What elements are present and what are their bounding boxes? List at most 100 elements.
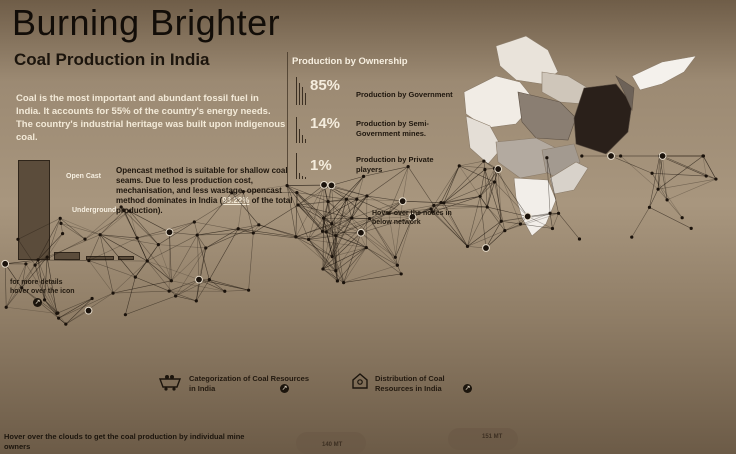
network-node[interactable] [4,305,8,309]
network-node[interactable] [399,272,403,276]
network-node[interactable] [128,209,132,213]
network-node[interactable] [518,222,523,226]
network-node[interactable] [119,205,123,209]
network-node[interactable] [665,198,669,202]
network-node[interactable] [169,279,173,283]
bar-other-small[interactable] [118,256,134,260]
network-node[interactable] [98,233,102,237]
network-node[interactable] [357,228,365,237]
network-node[interactable] [36,258,40,262]
network-node[interactable] [247,288,251,292]
network-node[interactable] [457,164,461,168]
network-node[interactable] [223,289,227,293]
cloud-government[interactable] [296,432,366,454]
network-node[interactable] [58,216,62,220]
network-node[interactable] [55,311,59,316]
network-node[interactable] [285,184,289,188]
network-node[interactable] [607,152,615,160]
network-node[interactable] [701,154,705,158]
network-node[interactable] [84,306,93,315]
network-node[interactable] [165,228,174,237]
network-node[interactable] [330,222,334,226]
network-node[interactable] [90,296,94,301]
network-node[interactable] [20,286,24,290]
network-node[interactable] [350,216,354,220]
network-node[interactable] [321,216,326,220]
network-node[interactable] [342,280,346,285]
network-node[interactable] [45,255,49,259]
network-node[interactable] [230,191,234,195]
network-node[interactable] [482,159,486,163]
network-node[interactable] [485,205,489,209]
network-node[interactable] [320,229,325,233]
network-node[interactable] [680,216,684,220]
network-node[interactable] [204,246,208,250]
network-node[interactable] [689,226,693,230]
network-node[interactable] [556,211,561,215]
network-node[interactable] [503,229,507,233]
network-node[interactable] [494,165,503,173]
network-node[interactable] [236,227,240,231]
network-node[interactable] [393,255,397,259]
network-node[interactable] [344,197,349,201]
network-node[interactable] [580,154,584,158]
network-node[interactable] [656,187,660,191]
network-node[interactable] [330,255,334,259]
network-node[interactable] [355,197,359,201]
ownership-row-government[interactable]: 85% Production by Government [296,77,456,107]
network-node[interactable] [406,165,410,169]
network-node[interactable] [550,226,555,231]
network-node[interactable] [24,262,28,266]
network-node[interactable] [499,219,503,223]
network-node[interactable] [327,181,336,190]
network-node[interactable] [33,263,37,267]
network-node[interactable] [478,194,482,198]
network-node[interactable] [122,208,126,213]
network-node[interactable] [465,244,470,248]
network-node[interactable] [295,191,299,195]
network-node[interactable] [432,203,436,207]
network-node[interactable] [133,275,137,279]
network-node[interactable] [335,279,339,283]
network-node[interactable] [439,200,443,205]
network-node[interactable] [145,259,149,263]
network-node[interactable] [294,235,298,239]
network-node[interactable] [387,211,391,215]
network-node[interactable] [482,244,490,252]
network-node[interactable] [195,275,203,284]
network-node[interactable] [647,205,652,209]
network-node[interactable] [195,233,199,237]
network-node[interactable] [442,201,446,205]
network-node[interactable] [320,180,328,189]
network-node[interactable] [619,154,623,158]
network-node[interactable] [257,223,261,227]
network-node[interactable] [577,237,582,241]
network-node[interactable] [429,207,433,211]
distribution-link[interactable]: Distribution of Coal Resources in India [375,374,445,393]
network-node[interactable] [241,190,245,194]
network-node[interactable] [324,230,328,234]
network-node[interactable] [321,267,325,271]
network-node[interactable] [296,203,300,207]
details-arrow-icon[interactable]: ↗ [33,298,42,307]
network-node[interactable] [483,167,487,172]
bar-open-cast[interactable] [18,160,50,260]
network-node[interactable] [64,322,68,326]
network-node[interactable] [650,171,654,175]
categorization-link[interactable]: Categorization of Coal Resources in Indi… [189,374,310,393]
distribution-arrow-icon[interactable]: ↗ [463,384,472,393]
network-node[interactable] [207,278,211,282]
coal-network[interactable] [0,150,736,380]
network-node[interactable] [111,291,115,295]
network-node[interactable] [545,156,549,160]
network-node[interactable] [57,316,61,320]
categorization-arrow-icon[interactable]: ↗ [280,384,289,393]
network-node[interactable] [658,152,667,160]
network-node[interactable] [194,299,198,303]
network-node[interactable] [174,294,178,298]
network-node[interactable] [83,237,87,241]
network-node[interactable] [334,234,338,238]
network-node[interactable] [16,237,20,241]
network-node[interactable] [630,235,634,239]
network-node[interactable] [123,313,128,317]
